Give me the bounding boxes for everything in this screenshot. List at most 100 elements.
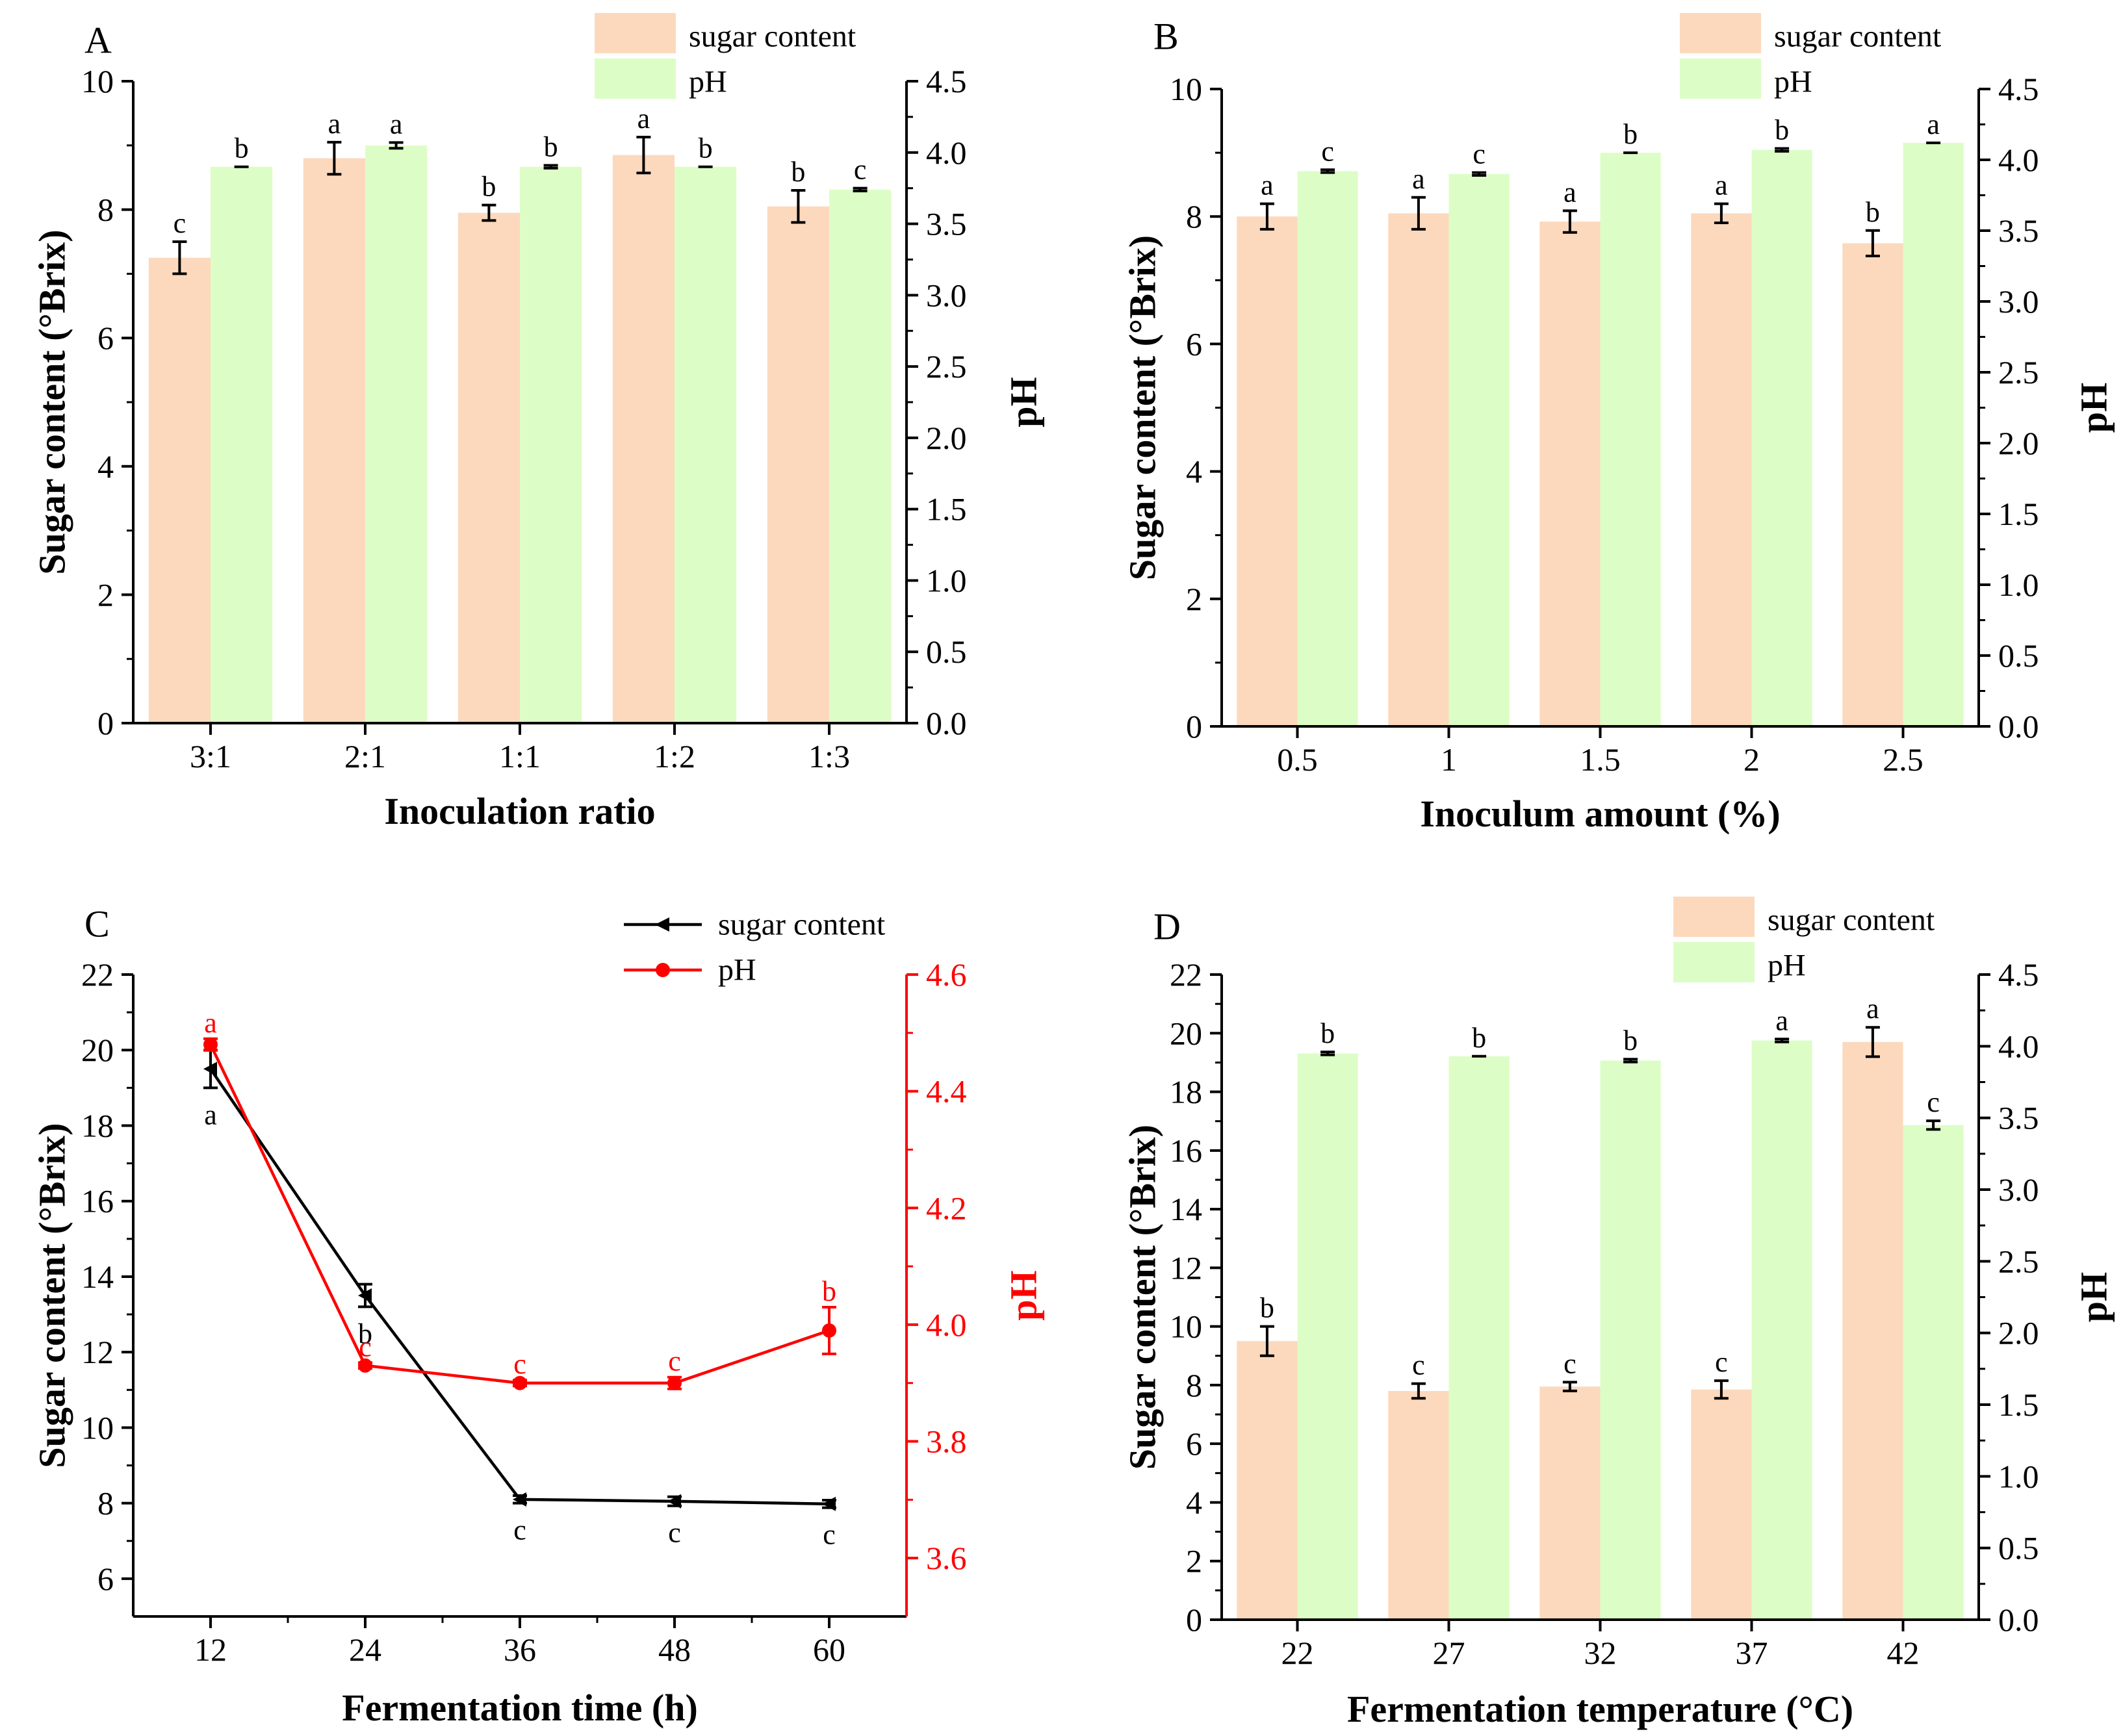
y-tick-label: 2	[97, 576, 114, 613]
panel-label: C	[84, 902, 110, 945]
y-tick-label: 6	[1186, 326, 1202, 362]
y-tick-label: 16	[1170, 1132, 1202, 1169]
y2-axis-title: pH	[2073, 383, 2115, 433]
y-tick-label: 20	[81, 1032, 114, 1068]
y-tick-label: 10	[1170, 71, 1202, 107]
y2-tick-label: 2.0	[926, 420, 967, 456]
sugar-significance-letter: c	[1715, 1346, 1728, 1378]
y-tick-label: 8	[1186, 198, 1202, 235]
y-axis-title: Sugar content (°Brix)	[1122, 1125, 1164, 1470]
y2-tick-label: 0.0	[926, 705, 967, 741]
legend-swatch-ph	[1680, 58, 1761, 99]
y-tick-label: 6	[1186, 1425, 1202, 1462]
sugar-significance-letter: c	[513, 1514, 526, 1546]
y-tick-label: 12	[81, 1334, 114, 1370]
y2-tick-label: 4.5	[1998, 956, 2039, 993]
y2-tick-label: 0.5	[1998, 637, 2039, 674]
ph-significance-letter: b	[822, 1275, 836, 1307]
ph-significance-letter: b	[235, 133, 249, 164]
ph-significance-letter: b	[544, 131, 558, 163]
y-tick-label: 0	[97, 705, 114, 741]
y2-tick-label: 4.2	[926, 1190, 967, 1226]
ph-significance-letter: a	[204, 1007, 217, 1039]
legend-swatch-sugar	[1680, 13, 1761, 53]
ph-significance-letter: b	[1775, 114, 1789, 146]
y2-tick-label: 2.0	[1998, 1315, 2039, 1351]
ph-point	[667, 1375, 682, 1390]
panel-a: Ac b a a b b a b b c 0 2 4 6 8 10 0.0 0.5 1.0 1.5 2.0 2.5 3.0 3…	[31, 13, 1045, 832]
x-axis-title: Inoculum amount (%)	[1420, 793, 1780, 835]
x-tick-label: 48	[658, 1631, 691, 1668]
sugar-significance-letter: b	[482, 171, 496, 203]
x-tick-label: 1:3	[808, 738, 850, 774]
ph-significance-letter: b	[1320, 1017, 1335, 1049]
ph-series-line	[209, 1043, 830, 1385]
legend-swatch-ph	[595, 58, 676, 99]
ph-significance-letter: b	[1472, 1022, 1486, 1054]
ph-point	[513, 1375, 527, 1390]
y2-tick-label: 0.5	[926, 633, 967, 670]
sugar-bar	[1539, 222, 1601, 727]
y2-tick-label: 4.5	[1998, 71, 2039, 107]
y2-tick-label: 3.0	[1998, 283, 2039, 320]
y2-tick-label: 2.0	[1998, 425, 2039, 461]
y2-tick-label: 4.4	[926, 1073, 967, 1110]
sugar-series-line	[209, 1068, 830, 1506]
sugar-point	[667, 1494, 681, 1509]
ph-bar	[1751, 149, 1812, 727]
sugar-significance-letter: b	[1866, 196, 1880, 228]
y-tick-label: 10	[1170, 1308, 1202, 1345]
x-axis-title: Fermentation time (h)	[342, 1687, 698, 1729]
ph-bar	[1297, 171, 1358, 726]
ph-significance-letter: c	[1321, 135, 1334, 167]
y2-axis-title: pH	[2073, 1272, 2115, 1322]
panel-label: B	[1153, 15, 1179, 57]
sugar-bar	[1237, 1341, 1298, 1620]
y2-tick-label: 1.5	[926, 491, 967, 528]
y-tick-label: 22	[81, 956, 114, 993]
sugar-significance-letter: a	[1261, 170, 1274, 201]
y2-tick-label: 3.8	[926, 1423, 967, 1460]
x-tick-label: 37	[1736, 1635, 1768, 1671]
sugar-bar	[767, 206, 829, 723]
sugar-significance-letter: a	[328, 108, 341, 140]
legend-label-ph: pH	[1768, 949, 1806, 983]
y2-tick-label: 0.5	[1998, 1530, 2039, 1566]
sugar-significance-letter: c	[668, 1517, 681, 1549]
y2-tick-label: 3.6	[926, 1540, 967, 1576]
sugar-point	[358, 1288, 372, 1303]
x-tick-label: 1	[1441, 741, 1457, 778]
y-axis-title: Sugar content (°Brix)	[31, 229, 73, 574]
y-tick-label: 10	[81, 1409, 114, 1446]
sugar-bar	[457, 212, 520, 723]
x-tick-label: 3:1	[190, 738, 231, 774]
ph-bar	[1448, 173, 1510, 726]
x-tick-label: 27	[1433, 1635, 1465, 1671]
ph-significance-letter: a	[1927, 108, 1940, 140]
y2-tick-label: 1.0	[1998, 1458, 2039, 1494]
ph-significance-letter: b	[699, 133, 713, 164]
y2-tick-label: 2.5	[926, 348, 967, 385]
y-tick-label: 2	[1186, 581, 1202, 617]
legend-marker-sugar	[655, 917, 669, 932]
sugar-bar	[148, 257, 211, 723]
legend-marker-ph	[656, 963, 670, 977]
ph-bar	[1448, 1056, 1510, 1620]
y-tick-label: 10	[81, 63, 114, 99]
sugar-significance-letter: c	[1412, 1349, 1425, 1381]
y2-tick-label: 1.5	[1998, 496, 2039, 532]
y-tick-label: 6	[97, 320, 114, 356]
y-tick-label: 6	[97, 1561, 114, 1597]
sugar-significance-letter: b	[358, 1318, 372, 1349]
sugar-significance-letter: a	[204, 1099, 217, 1130]
x-tick-label: 1:2	[654, 738, 695, 774]
x-tick-label: 2:1	[344, 738, 386, 774]
ph-point	[822, 1323, 836, 1338]
y-tick-label: 14	[1170, 1191, 1202, 1227]
x-tick-label: 12	[194, 1631, 227, 1668]
sugar-significance-letter: a	[637, 103, 650, 134]
sugar-bar	[303, 158, 365, 723]
y2-tick-label: 1.5	[1998, 1386, 2039, 1423]
x-tick-label: 60	[813, 1631, 845, 1668]
